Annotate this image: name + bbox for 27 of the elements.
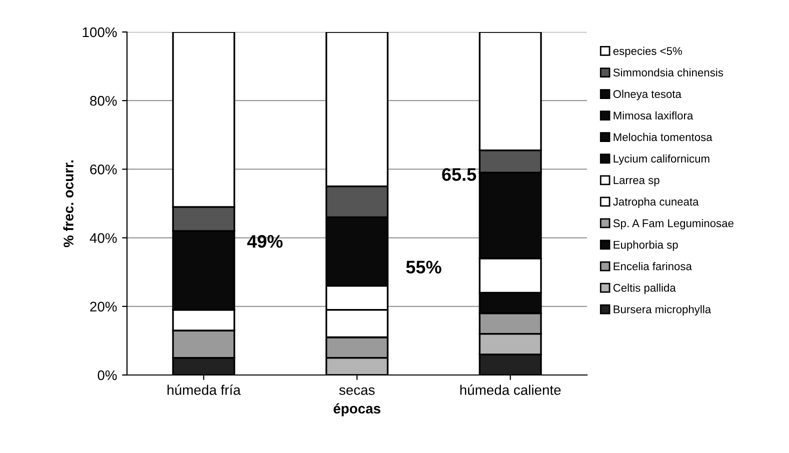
x-tick-label: húmeda fría — [168, 384, 241, 395]
legend-label: Larrea sp — [614, 176, 660, 186]
y-tick-label: 100% — [82, 27, 117, 38]
y-tick-label: 20% — [90, 302, 117, 312]
legend-label: Bursera microphylla — [614, 305, 712, 316]
legend-label: Encelia farinosa — [614, 262, 692, 270]
legend-label: Mimosa laxiflora — [614, 111, 694, 120]
x-tick-label: húmeda caliente — [460, 384, 561, 395]
y-axis-title: % frec. ocurr. — [63, 160, 74, 248]
annotation: 49% — [247, 235, 283, 248]
legend-label: Lycium californicum — [614, 154, 710, 165]
y-tick-label: 40% — [90, 233, 117, 243]
y-tick-label: 60% — [90, 164, 117, 174]
annotation: 65.5 — [442, 168, 476, 181]
legend-label: Olneya tesota — [613, 90, 682, 100]
y-tick-label: 80% — [90, 96, 117, 106]
legend-label: Melochia tomentosa — [614, 132, 712, 142]
legend-label: Jatropha cuneata — [613, 197, 699, 208]
x-axis-title: épocas — [334, 403, 380, 416]
legend-label: Euphorbia sp — [614, 240, 678, 251]
legend-label: Celtis pallida — [613, 284, 676, 294]
legend-label: Simmondsia chinensis — [613, 68, 724, 76]
y-tick-label: 0% — [98, 370, 117, 380]
legend-label: Sp. A Fam Leguminosae — [613, 219, 734, 230]
x-tick-label: secas — [339, 387, 375, 395]
legend-label: especies <5% — [613, 46, 682, 58]
annotation: 55% — [406, 260, 442, 274]
